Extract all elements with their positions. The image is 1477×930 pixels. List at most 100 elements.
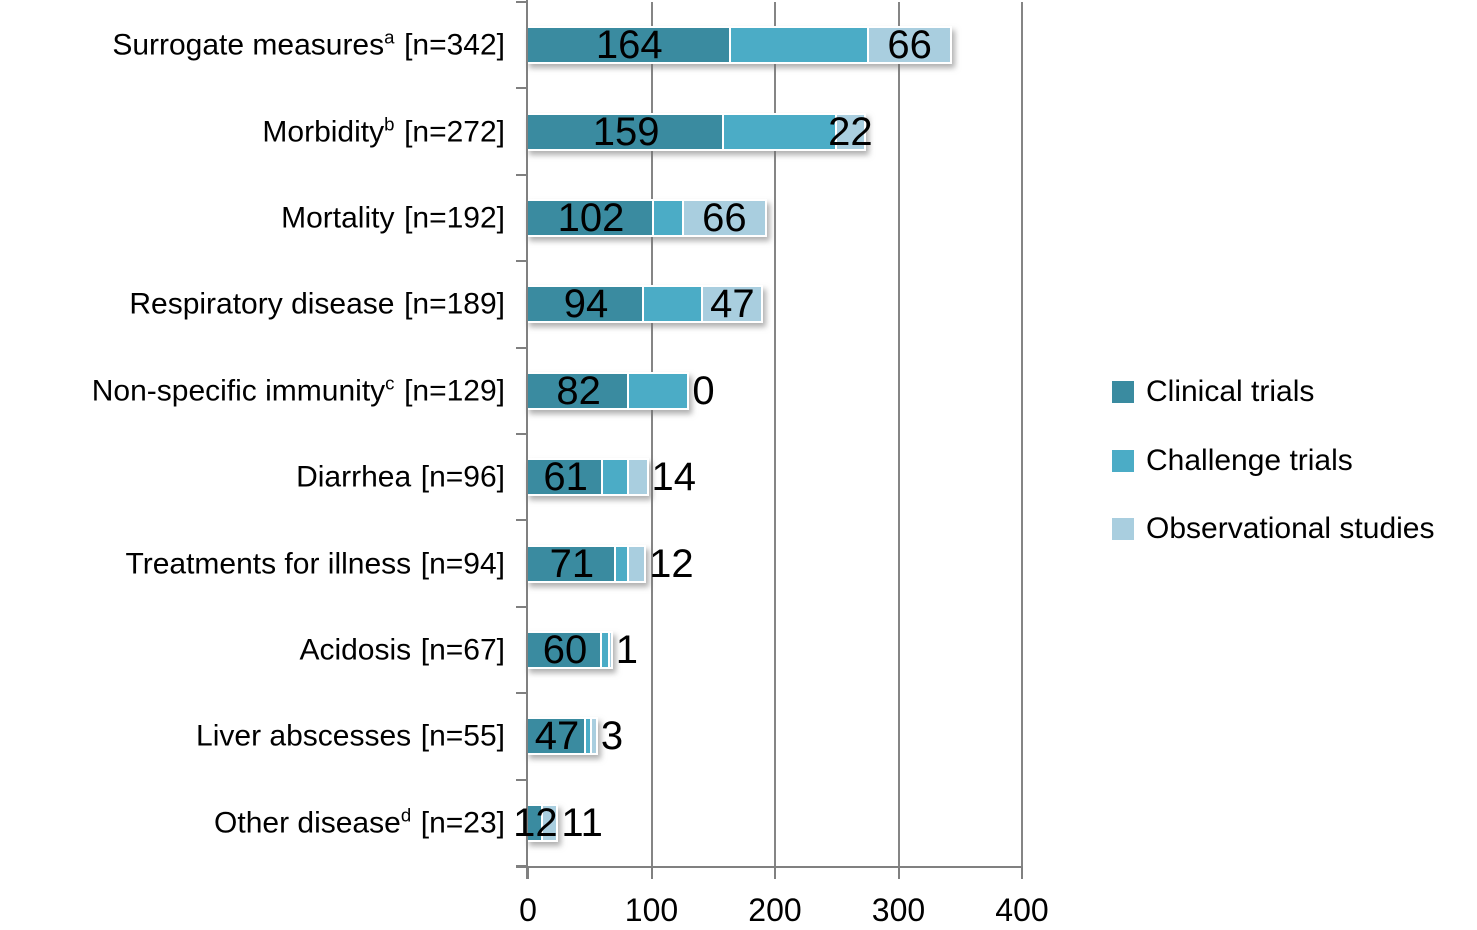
y-axis-tick	[516, 865, 528, 867]
bar-value-label: 14	[651, 455, 697, 500]
bar-value-label: 66	[887, 23, 932, 68]
bar-value-label: 11	[561, 800, 603, 845]
category-superscript: a	[384, 26, 395, 48]
legend-item: Challenge trials	[1112, 438, 1353, 484]
bar-value-label: 66	[702, 196, 747, 240]
bar-row	[528, 28, 951, 63]
bar-value-label: 94	[563, 282, 609, 327]
x-axis-tick	[650, 866, 653, 879]
x-axis-tick	[897, 866, 900, 879]
category-n-label: [n=55]	[420, 719, 505, 753]
bar-value-label: 102	[557, 196, 625, 240]
bar-row	[528, 546, 645, 581]
category-label: Other diseased [n=23]	[214, 804, 505, 840]
bar-row	[528, 805, 557, 840]
bar-row	[528, 460, 647, 495]
bar-segment-observational	[703, 287, 762, 322]
gridline	[650, 2, 653, 866]
category-name: Non-specific immunity	[91, 374, 386, 408]
bar-value-label: 159	[592, 109, 660, 154]
category-name: Other disease	[214, 806, 401, 840]
y-axis-tick	[516, 346, 528, 349]
bar-segment-clinical	[528, 805, 543, 840]
bar-value-label: 164	[595, 23, 663, 68]
category-name: Respiratory disease	[129, 287, 395, 321]
bar-value-label: 47	[710, 282, 755, 327]
category-name: Acidosis	[299, 633, 412, 667]
category-n-label: [n=342]	[404, 28, 505, 62]
x-axis-line	[516, 866, 1023, 868]
bar-segment-observational	[629, 546, 645, 581]
bar-value-label: 3	[600, 714, 624, 759]
bar-value-label: 22	[828, 109, 873, 154]
bar-segment-challenge	[730, 28, 869, 63]
category-label: Surrogate measuresa [n=342]	[112, 26, 505, 62]
category-n-label: [n=94]	[420, 546, 505, 580]
category-superscript: b	[384, 112, 395, 134]
y-axis-tick	[516, 519, 528, 522]
y-axis-line	[526, 0, 528, 879]
category-label: Treatments for illness [n=94]	[126, 548, 506, 580]
category-label: Respiratory disease [n=189]	[129, 287, 505, 321]
y-axis-tick	[516, 778, 528, 781]
bar-value-label: 61	[543, 455, 588, 500]
category-name: Treatments for illness	[125, 546, 412, 580]
category-label: Morbidityb [n=272]	[262, 112, 505, 148]
bar-segment-clinical	[528, 201, 654, 235]
bar-segment-clinical	[528, 373, 630, 408]
legend-label: Clinical trials	[1146, 375, 1315, 408]
bar-segment-observational	[542, 805, 557, 840]
legend-item: Clinical trials	[1112, 369, 1314, 415]
bar-value-label: 12	[513, 800, 558, 845]
bar-segment-clinical	[528, 114, 725, 149]
bar-segment-clinical	[528, 287, 645, 322]
x-axis-tick-label: 400	[995, 892, 1049, 928]
bar-segment-observational	[609, 633, 611, 667]
bar-value-label: 47	[534, 714, 580, 759]
bar-row	[528, 719, 596, 754]
y-axis-tick	[516, 1, 528, 3]
x-axis-tick	[1021, 866, 1023, 879]
y-axis-tick	[516, 433, 528, 435]
x-axis-tick	[527, 866, 529, 879]
y-axis-tick	[516, 692, 528, 695]
category-label: Acidosis [n=67]	[299, 634, 505, 666]
bar-segment-observational	[868, 28, 951, 63]
x-axis-tick-label: 200	[748, 892, 802, 928]
gridline	[897, 2, 900, 866]
bar-segment-clinical	[528, 546, 616, 581]
bar-row	[528, 114, 864, 149]
category-name: Diarrhea	[296, 460, 412, 494]
legend-swatch-clinical	[1112, 381, 1134, 403]
legend-label: Observational studies	[1146, 512, 1435, 545]
bar-row	[528, 633, 611, 667]
x-axis-tick-label: 300	[871, 892, 926, 928]
bar-value-label: 82	[556, 368, 601, 413]
bar-segment-challenge	[653, 201, 684, 235]
category-label: Diarrhea [n=96]	[296, 461, 505, 493]
bar-value-label: 71	[549, 541, 595, 586]
category-superscript: d	[400, 804, 412, 826]
category-n-label: [n=272]	[404, 114, 505, 148]
category-n-label: [n=192]	[404, 201, 505, 235]
legend-item: Observational studies	[1112, 506, 1435, 552]
legend-label: Challenge trials	[1146, 443, 1353, 477]
category-name: Liver abscesses	[196, 719, 412, 753]
category-n-label: [n=96]	[420, 460, 505, 494]
bar-segment-challenge	[724, 114, 837, 149]
legend-swatch-challenge	[1112, 449, 1134, 472]
bar-segment-observational	[836, 114, 864, 149]
bar-segment-observational	[592, 719, 596, 754]
bar-segment-clinical	[528, 633, 603, 667]
x-axis-tick-label: 100	[624, 892, 679, 928]
bar-segment-challenge	[602, 633, 610, 667]
bar-segment-challenge	[644, 287, 704, 322]
bar-value-label: 60	[542, 628, 588, 672]
bar-segment-observational	[629, 460, 647, 495]
category-superscript: c	[385, 372, 395, 394]
category-n-label: [n=129]	[404, 374, 505, 408]
category-label: Non-specific immunityc [n=129]	[91, 372, 505, 408]
y-axis-tick	[516, 605, 528, 608]
bar-value-label: 0	[692, 368, 715, 413]
